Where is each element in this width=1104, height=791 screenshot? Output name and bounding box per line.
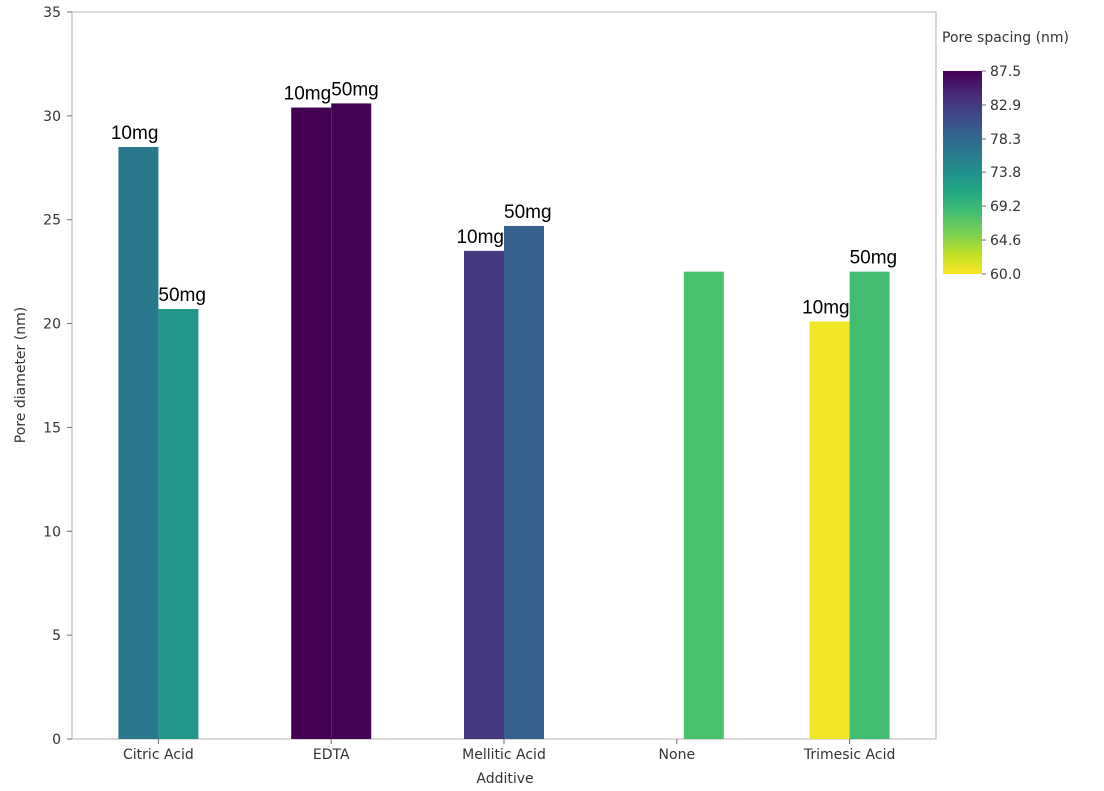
bar [683, 271, 724, 739]
bar [809, 321, 850, 739]
bar-series [118, 103, 890, 740]
y-axis: 0 5 10 15 20 25 30 35 [43, 5, 72, 748]
y-tick-label: 35 [43, 5, 61, 21]
x-axis: Citric Acid EDTA Mellitic Acid None Trimesic… [123, 739, 895, 763]
bar [158, 309, 199, 739]
x-tick-label: Citric Acid [123, 747, 194, 763]
x-axis-title: Additive [476, 771, 533, 787]
y-axis-title: Pore diameter (nm) [13, 307, 29, 443]
bar-data-label: 50mg [850, 248, 898, 269]
y-tick-label: 10 [43, 524, 61, 540]
y-tick-label: 15 [43, 420, 61, 436]
bar [464, 250, 504, 739]
bar [504, 225, 544, 740]
colorbar-tick-label: 78.3 [990, 132, 1021, 148]
colorbar-tick-label: 60.0 [990, 267, 1021, 283]
bar-data-label: 50mg [158, 285, 206, 306]
colorbar-tick-label: 87.5 [990, 64, 1021, 80]
y-tick-label: 0 [52, 732, 61, 748]
colorbar-gradient [943, 71, 982, 274]
colorbar-title: Pore spacing (nm) [942, 30, 1069, 46]
x-tick-label: EDTA [313, 747, 350, 763]
x-tick-label: None [659, 747, 696, 763]
bar-data-label: 50mg [504, 202, 552, 223]
bar [331, 103, 372, 739]
x-tick-label: Mellitic Acid [462, 747, 546, 763]
colorbar-legend: Pore spacing (nm) 87.5 82.9 78.3 73.8 69.2 64… [942, 30, 1069, 283]
bar [118, 147, 159, 739]
bar [849, 271, 890, 739]
colorbar-tick-label: 73.8 [990, 165, 1021, 181]
colorbar-tick-label: 82.9 [990, 98, 1021, 114]
bar-data-label: 10mg [284, 84, 332, 105]
bar [291, 107, 332, 739]
y-tick-label: 20 [43, 317, 61, 333]
bar-data-label: 10mg [111, 123, 159, 144]
colorbar-ticks: 87.5 82.9 78.3 73.8 69.2 64.6 60.0 [982, 64, 1021, 283]
y-tick-label: 25 [43, 213, 61, 229]
y-tick-label: 30 [43, 109, 61, 125]
bar-data-label: 10mg [802, 297, 850, 318]
colorbar-tick-label: 69.2 [990, 199, 1021, 215]
bar-data-label: 50mg [331, 79, 379, 100]
colorbar-tick-label: 64.6 [990, 233, 1021, 249]
bar-data-label: 10mg [456, 227, 504, 248]
x-tick-label: Trimesic Acid [803, 747, 896, 763]
y-tick-label: 5 [52, 628, 61, 644]
